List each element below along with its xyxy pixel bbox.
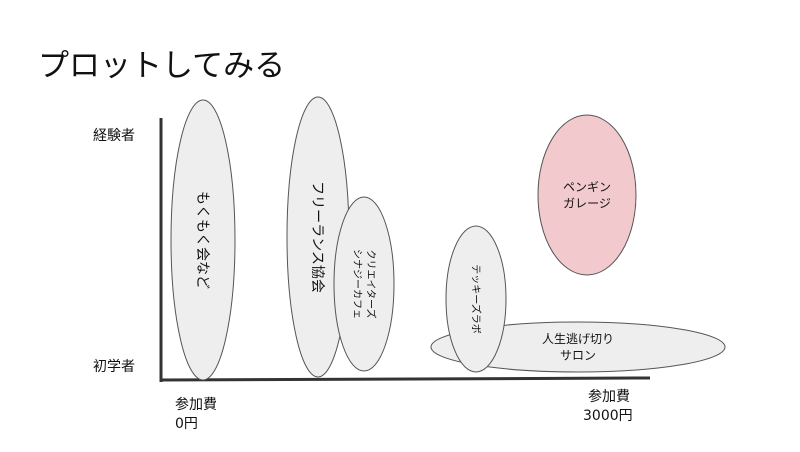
x-axis-label-right-title: 参加費 xyxy=(588,388,630,405)
label-line: クリエイターズ xyxy=(364,249,377,318)
label-jinsei: 人生逃げ切りサロン xyxy=(542,332,614,362)
label-line: ペンギン xyxy=(563,180,611,194)
y-axis-label-top: 経験者 xyxy=(93,128,135,144)
label-line: フリーランス協会 xyxy=(309,181,325,293)
slide-title: プロットしてみる xyxy=(38,48,285,84)
label-mokumoku: もくもく会など xyxy=(194,191,210,289)
y-axis-label-bottom: 初学者 xyxy=(93,358,135,375)
label-techkids: テッキーズラボ xyxy=(470,264,483,334)
x-axis-label-right-value: 3000円 xyxy=(583,408,633,424)
label-line: シナジーカフェ xyxy=(351,249,363,319)
label-line: もくもく会など xyxy=(194,191,210,289)
ellipse-techkids: テッキーズラボ xyxy=(445,225,507,373)
label-line: サロン xyxy=(560,348,596,362)
ellipse-mokumoku: もくもく会など xyxy=(170,99,236,381)
ellipse-creators: クリエイターズシナジーカフェ xyxy=(333,196,395,372)
x-axis-line xyxy=(159,376,651,382)
ellipse-penguin: ペンギンガレージ xyxy=(537,114,637,276)
label-freelance: フリーランス協会 xyxy=(309,181,325,293)
label-line: ガレージ xyxy=(563,196,611,210)
label-penguin: ペンギンガレージ xyxy=(563,180,611,210)
x-axis-label-left-value: 0円 xyxy=(175,416,198,432)
label-creators: クリエイターズシナジーカフェ xyxy=(351,249,378,319)
label-line: 人生逃げ切り xyxy=(542,332,614,346)
x-axis-label-left-title: 参加費 xyxy=(175,396,217,413)
ellipse-jinsei: 人生逃げ切りサロン xyxy=(430,321,726,373)
label-line: テッキーズラボ xyxy=(470,264,483,334)
